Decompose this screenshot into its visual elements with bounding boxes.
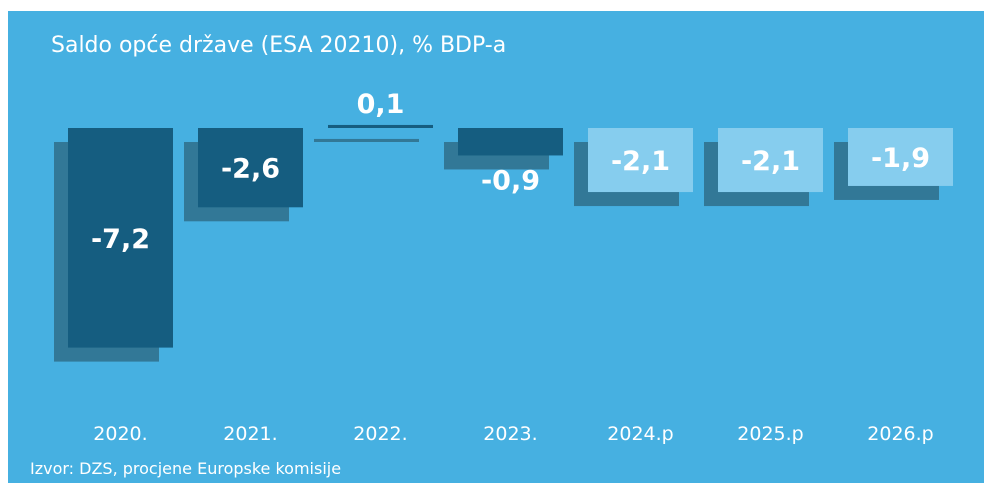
data-label: 0,1 (357, 89, 405, 120)
x-tick-label: 2025.p (737, 423, 803, 445)
bar-2020 (68, 128, 173, 348)
bar-2021 (198, 128, 303, 208)
bar-shadow (314, 138, 419, 142)
x-tick-label: 2023. (483, 423, 537, 445)
chart-panel: Saldo opće države (ESA 20210), % BDP-a -… (8, 11, 984, 483)
data-label: -2,1 (611, 146, 670, 177)
x-tick-label: 2021. (223, 423, 277, 445)
data-label: -0,9 (481, 165, 540, 196)
bar-2026p (848, 128, 953, 186)
chart-source: Izvor: DZS, procjene Europske komisije (30, 459, 342, 478)
data-label: -7,2 (91, 224, 150, 255)
bar-2023 (458, 128, 563, 156)
x-tick-label: 2024.p (607, 423, 673, 445)
bar-2022 (328, 124, 433, 128)
data-label: -2,6 (221, 154, 280, 185)
x-tick-label: 2026.p (867, 423, 933, 445)
chart-title: Saldo opće države (ESA 20210), % BDP-a (51, 33, 507, 58)
bar-2025p (718, 128, 823, 193)
data-label: -2,1 (741, 146, 800, 177)
x-tick-label: 2020. (93, 423, 147, 445)
bar-2024p (588, 128, 693, 193)
data-label: -1,9 (871, 143, 930, 174)
x-tick-label: 2022. (353, 423, 407, 445)
bar-chart: -7,2 2020. -2,6 2021. 0,1 2022. -0,9 2023. -2,1 2… (54, 89, 953, 445)
